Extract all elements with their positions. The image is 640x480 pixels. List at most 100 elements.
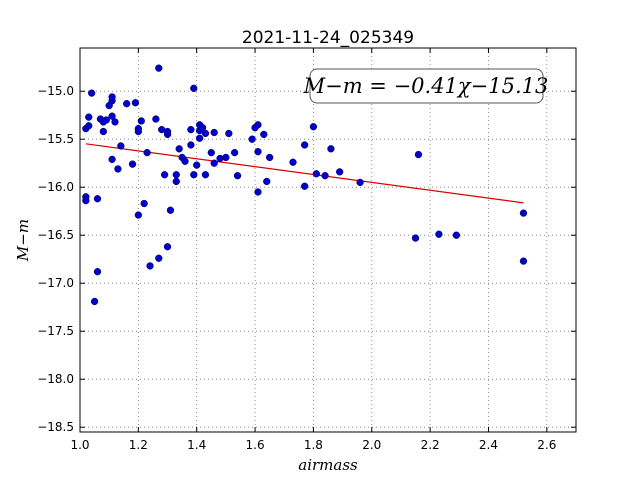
x-tick-label: 1.0: [70, 438, 89, 452]
grid-lines: [79, 48, 576, 432]
data-point: [289, 158, 297, 166]
data-point: [108, 112, 116, 120]
data-point: [187, 141, 195, 149]
data-point: [163, 243, 172, 251]
y-tick-label: −16.0: [37, 180, 74, 194]
data-point: [111, 118, 119, 126]
data-point: [143, 148, 151, 157]
data-point: [140, 199, 148, 208]
data-point: [146, 262, 154, 270]
data-point: [301, 182, 309, 190]
y-tick-label: −15.5: [37, 132, 74, 146]
fit-annotation: M−m = −0.41χ−15.13: [303, 68, 549, 104]
data-point: [414, 150, 423, 159]
data-point: [131, 99, 140, 107]
data-point: [519, 209, 528, 217]
axis-ticks: 1.0 1.2 1.4 1.6 1.8 2.0 2.2 2.4 2.6 −15.0 −15.5 −16…: [37, 48, 576, 452]
data-point: [123, 100, 131, 108]
data-point: [90, 297, 99, 306]
data-point: [93, 195, 102, 203]
data-point: [155, 254, 163, 262]
x-tick-label: 2.2: [421, 438, 440, 452]
y-tick-label: −16.5: [37, 228, 74, 242]
data-point: [128, 160, 137, 168]
data-point: [155, 64, 163, 72]
data-point: [99, 127, 107, 136]
data-point: [85, 122, 93, 130]
data-point: [309, 123, 318, 131]
data-point: [254, 188, 262, 196]
data-points: [82, 64, 528, 306]
data-point: [210, 159, 218, 167]
annotation-box-frame: [309, 68, 544, 104]
data-point: [254, 148, 262, 156]
data-point: [108, 155, 116, 164]
fit-line: [85, 143, 524, 204]
data-point: [198, 124, 207, 132]
data-point: [327, 145, 335, 153]
y-tick-label: −18.5: [37, 420, 74, 434]
x-tick-label: 1.4: [187, 438, 206, 452]
y-tick-label: −17.0: [37, 276, 74, 290]
data-point: [336, 168, 344, 176]
data-point: [163, 127, 172, 136]
data-point: [195, 134, 204, 142]
data-point: [356, 178, 364, 187]
data-point: [411, 234, 420, 242]
data-point: [435, 230, 443, 238]
data-point: [301, 141, 309, 149]
x-tick-label: 1.6: [246, 438, 265, 452]
data-point: [108, 93, 116, 101]
y-axis-label: M−m: [14, 219, 32, 262]
data-point: [114, 165, 122, 173]
data-point: [134, 127, 143, 136]
data-point: [190, 84, 198, 92]
data-point: [93, 268, 102, 276]
x-tick-label: 1.8: [304, 438, 323, 452]
data-point: [172, 177, 180, 186]
data-point: [519, 257, 528, 265]
data-point: [225, 129, 233, 138]
data-point: [102, 116, 110, 124]
data-point: [190, 171, 198, 179]
data-point: [166, 206, 175, 214]
fit-equation: M−m = −0.41χ−15.13: [303, 74, 549, 98]
fit-line-layer: [85, 143, 524, 204]
data-point: [88, 89, 96, 97]
data-point: [233, 172, 242, 180]
data-point: [312, 170, 320, 178]
y-tick-label: −18.0: [37, 372, 74, 386]
data-point: [82, 196, 90, 205]
data-point: [321, 172, 329, 180]
data-point: [137, 117, 145, 125]
data-point: [207, 148, 215, 157]
data-point: [152, 115, 160, 123]
data-point: [187, 125, 195, 134]
y-tick-label: −15.0: [37, 84, 74, 98]
data-point: [265, 153, 274, 162]
data-point: [134, 211, 143, 219]
data-point: [254, 121, 262, 129]
x-tick-label: 2.0: [362, 438, 381, 452]
data-point: [201, 129, 210, 138]
data-point: [172, 171, 180, 179]
data-point: [248, 135, 256, 143]
data-point: [230, 148, 239, 157]
data-point: [181, 157, 189, 165]
chart-title: 2021-11-24_025349: [242, 28, 414, 48]
x-tick-label: 2.4: [479, 438, 498, 452]
data-point: [260, 130, 268, 139]
data-point: [210, 128, 218, 137]
data-point: [193, 161, 201, 169]
x-tick-label: 1.2: [129, 438, 148, 452]
data-point: [222, 153, 230, 162]
plot-frame: [79, 47, 577, 433]
data-point: [117, 142, 125, 150]
data-point: [452, 231, 461, 239]
y-tick-label: −17.5: [37, 324, 74, 338]
data-point: [263, 177, 271, 186]
x-tick-label: 2.6: [537, 438, 556, 452]
data-point: [175, 145, 183, 153]
x-axis-label: airmass: [298, 456, 358, 474]
